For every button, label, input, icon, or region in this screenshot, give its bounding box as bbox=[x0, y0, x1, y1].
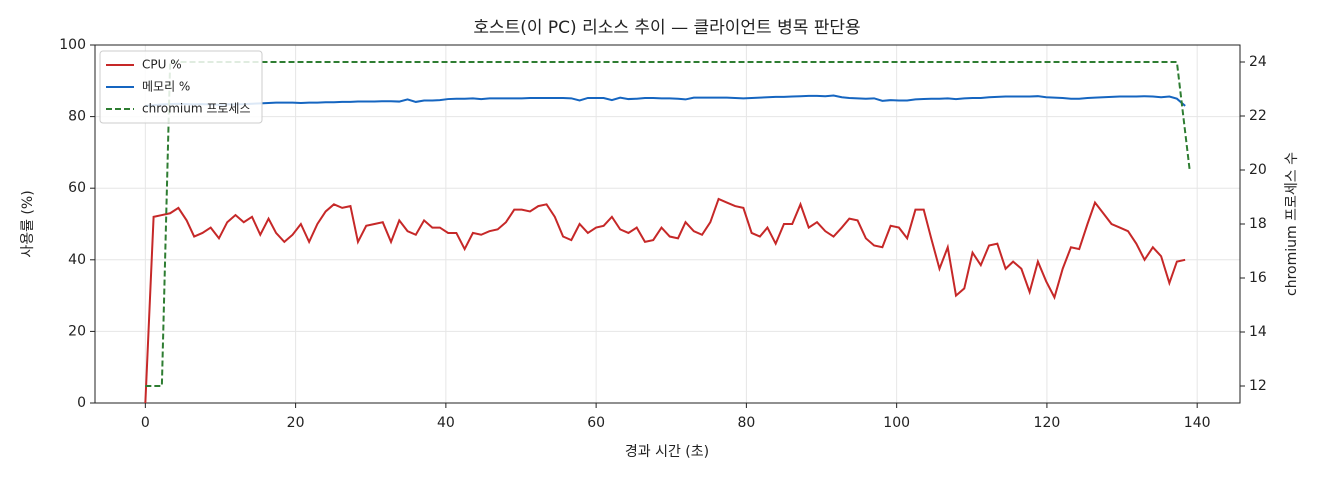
x-tick-label: 100 bbox=[883, 415, 910, 431]
y2-tick-label: 22 bbox=[1249, 108, 1267, 124]
y-tick-label: 80 bbox=[68, 109, 86, 125]
y-axis-label: 사용률 (%) bbox=[20, 190, 36, 257]
y2-tick-label: 20 bbox=[1249, 162, 1267, 178]
x-tick-label: 60 bbox=[587, 415, 605, 431]
legend-label: CPU % bbox=[142, 58, 182, 72]
legend-box bbox=[99, 50, 263, 124]
series-line bbox=[145, 94, 1186, 107]
x-tick-label: 0 bbox=[141, 415, 150, 431]
legend-label: chromium 프로세스 bbox=[142, 102, 251, 116]
y2-tick-label: 18 bbox=[1249, 216, 1267, 232]
y-tick-label: 60 bbox=[68, 180, 86, 196]
series-line bbox=[144, 197, 1186, 404]
legend-label: 메모리 % bbox=[142, 80, 190, 94]
y2-tick-label: 24 bbox=[1249, 54, 1267, 70]
y2-tick-label: 14 bbox=[1249, 324, 1267, 340]
y-tick-label: 0 bbox=[77, 395, 86, 411]
x-tick-label: 40 bbox=[437, 415, 455, 431]
y2-tick-label: 12 bbox=[1249, 378, 1267, 394]
x-tick-label: 20 bbox=[287, 415, 305, 431]
y-tick-label: 20 bbox=[68, 323, 86, 339]
chart-title: 호스트(이 PC) 리소스 추이 — 클라이언트 병목 판단용 bbox=[473, 18, 860, 38]
x-axis-label: 경과 시간 (초) bbox=[625, 444, 709, 460]
y2-tick-label: 16 bbox=[1249, 270, 1267, 286]
y-tick-label: 40 bbox=[68, 252, 86, 268]
plot-frame bbox=[94, 44, 1241, 404]
x-tick-label: 120 bbox=[1034, 415, 1061, 431]
y-tick-label: 100 bbox=[59, 37, 86, 53]
y2-axis-label: chromium 프로세스 수 bbox=[1284, 152, 1300, 296]
series-line bbox=[145, 61, 1191, 387]
x-tick-label: 80 bbox=[737, 415, 755, 431]
x-tick-label: 140 bbox=[1184, 415, 1211, 431]
